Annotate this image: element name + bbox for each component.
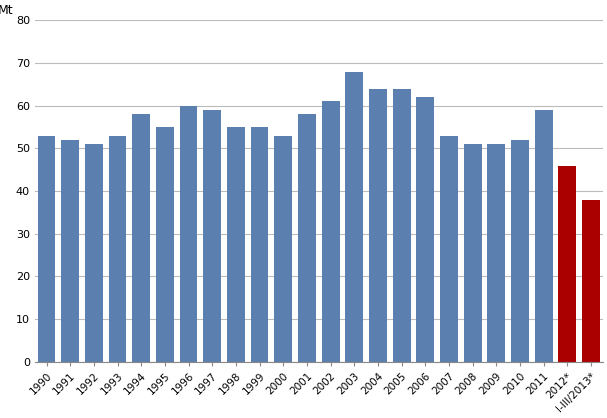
Bar bbox=[298, 114, 316, 362]
Bar bbox=[109, 135, 126, 362]
Bar bbox=[251, 127, 268, 362]
Bar bbox=[38, 135, 55, 362]
Bar bbox=[535, 110, 552, 362]
Bar bbox=[558, 166, 576, 362]
Text: Mt: Mt bbox=[0, 4, 13, 17]
Bar bbox=[393, 89, 410, 362]
Bar bbox=[511, 140, 529, 362]
Bar bbox=[203, 110, 221, 362]
Bar bbox=[274, 135, 292, 362]
Bar bbox=[132, 114, 150, 362]
Bar bbox=[180, 106, 197, 362]
Bar bbox=[227, 127, 245, 362]
Bar bbox=[487, 144, 505, 362]
Bar bbox=[85, 144, 103, 362]
Bar bbox=[582, 200, 600, 362]
Bar bbox=[369, 89, 387, 362]
Bar bbox=[156, 127, 174, 362]
Bar bbox=[345, 71, 363, 362]
Bar bbox=[416, 97, 434, 362]
Bar bbox=[61, 140, 79, 362]
Bar bbox=[464, 144, 481, 362]
Bar bbox=[440, 135, 458, 362]
Bar bbox=[322, 102, 339, 362]
